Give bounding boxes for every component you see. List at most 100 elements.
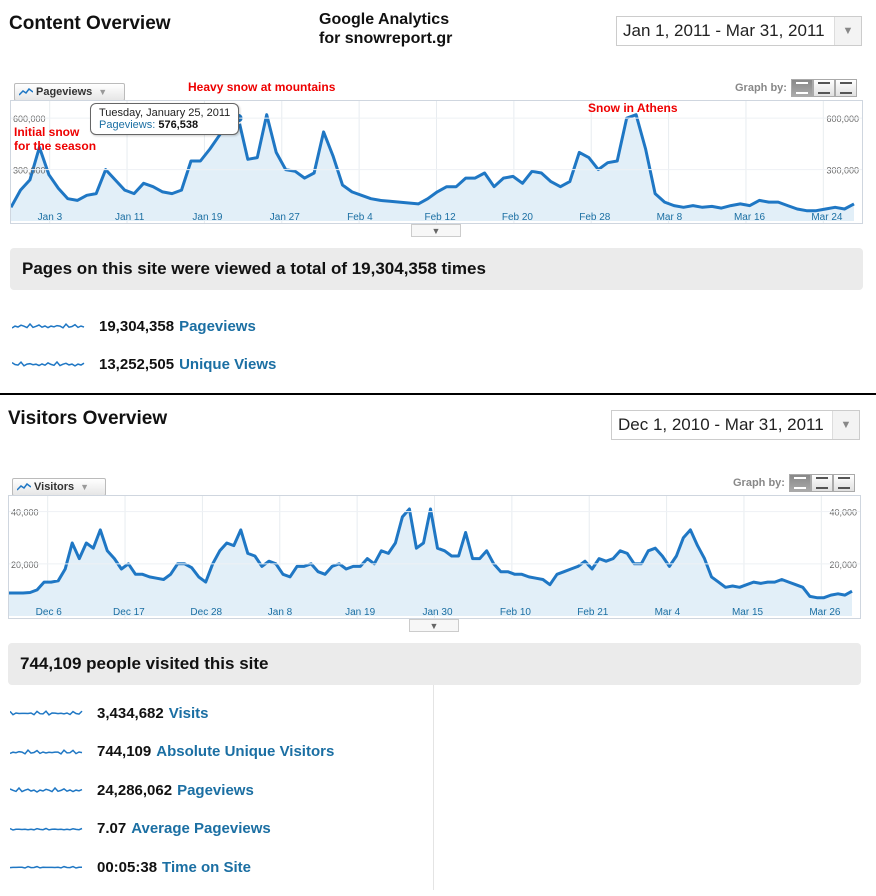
metric-link[interactable]: Pageviews	[179, 317, 256, 335]
sparkline-path	[12, 360, 85, 367]
annotation-initial-line1: Initial snow	[14, 125, 80, 139]
series-line	[9, 507, 853, 600]
x-tick-label: Feb 28	[579, 212, 611, 223]
sparkline-icon[interactable]	[10, 860, 83, 874]
annotation-snow-athens: Snow in Athens	[588, 101, 678, 115]
metric-row: 744,109 Absolute Unique Visitors	[10, 733, 334, 772]
metric-link[interactable]: Visits	[168, 704, 209, 722]
chevron-down-icon[interactable]: ▼	[834, 17, 861, 45]
x-tick-label: Mar 15	[732, 607, 764, 618]
x-tick-label: Feb 12	[425, 212, 457, 223]
ga-header-line2: for snowreport.gr	[319, 30, 453, 47]
visitors-date-range[interactable]: Dec 1, 2010 - Mar 31, 2011 ▼	[611, 410, 860, 440]
sparkline-icon[interactable]	[10, 745, 83, 759]
graph-by-day-button[interactable]	[789, 474, 811, 492]
metric-row: 3,434,682 Visits	[10, 694, 334, 733]
y-tick-label-left: 300,000	[13, 166, 46, 176]
x-tick-label: Dec 6	[36, 607, 63, 618]
x-tick-label: Jan 3	[38, 212, 63, 223]
graph-by-buttons	[789, 474, 855, 492]
chart-resize-handle[interactable]: ▼	[411, 224, 461, 237]
sparkline-path	[10, 710, 83, 717]
metric-value: 00:05:38	[97, 858, 158, 876]
sparkline-icon[interactable]	[10, 783, 83, 797]
y-tick-label-right: 600,000	[826, 114, 859, 124]
metric-row: 19,304,358 Pageviews	[12, 307, 276, 345]
graph-by-label: Graph by:	[735, 82, 787, 94]
metric-value: 7.07	[97, 820, 127, 838]
y-tick-label-right: 20,000	[829, 560, 857, 570]
visitors-metric-selector[interactable]: Visitors ▼	[12, 478, 106, 496]
metric-value: 3,434,682	[97, 704, 164, 722]
metric-link[interactable]: Pageviews	[177, 781, 254, 799]
sparkline-icon[interactable]	[10, 706, 83, 720]
sparkline-path	[12, 322, 85, 329]
sparkline-icon	[19, 88, 33, 96]
x-tick-label: Jan 8	[268, 607, 293, 618]
sparkline-path	[10, 827, 83, 831]
month-icon	[838, 477, 850, 489]
graph-by-month-button[interactable]	[833, 474, 855, 492]
content-summary: Pages on this site were viewed a total o…	[10, 248, 863, 290]
x-tick-label: Jan 19	[345, 607, 375, 618]
metric-link[interactable]: Time on Site	[162, 858, 251, 876]
annotation-initial-line2: for the season	[14, 139, 97, 153]
ga-header: Google Analytics for snowreport.gr	[319, 10, 452, 48]
x-tick-label: Feb 10	[500, 607, 532, 618]
metric-value: 19,304,358	[99, 317, 175, 335]
y-tick-label-right: 300,000	[826, 166, 859, 176]
metric-link[interactable]: Average Pageviews	[131, 820, 271, 838]
pageviews-metric-selector[interactable]: Pageviews ▼	[14, 83, 125, 101]
metric-row: 00:05:38 Time on Site	[10, 848, 334, 887]
x-tick-label: Mar 4	[655, 607, 681, 618]
metric-link[interactable]: Unique Views	[179, 355, 277, 373]
x-tick-label: Dec 17	[113, 607, 145, 618]
graph-by-week-button[interactable]	[811, 474, 833, 492]
content-overview-title: Content Overview	[9, 13, 171, 34]
chart-tooltip: Tuesday, January 25, 2011 Pageviews: 576…	[90, 103, 240, 135]
week-icon	[816, 477, 828, 489]
x-tick-label: Mar 16	[734, 212, 766, 223]
x-tick-label: Feb 21	[577, 607, 609, 618]
x-tick-label: Mar 26	[809, 607, 841, 618]
sparkline-path	[10, 866, 82, 870]
graph-by-month-button[interactable]	[835, 79, 857, 97]
sparkline-icon[interactable]	[12, 319, 85, 333]
metric-link[interactable]: Absolute Unique Visitors	[156, 743, 335, 761]
day-icon	[796, 82, 808, 94]
x-tick-label: Feb 4	[347, 212, 373, 223]
day-icon	[794, 477, 806, 489]
sparkline-icon[interactable]	[10, 822, 83, 836]
graph-by-label: Graph by:	[733, 477, 785, 489]
visitors-chart-frame: Dec 6 Dec 17 Dec 28 Jan 8 Jan 19 Jan 30 Feb 10…	[8, 495, 861, 619]
week-icon	[818, 82, 830, 94]
tooltip-value: 576,538	[158, 119, 199, 131]
graph-by-buttons	[791, 79, 857, 97]
visitors-chart: Dec 6 Dec 17 Dec 28 Jan 8 Jan 19 Jan 30 Feb 10…	[9, 496, 860, 618]
visitors-date-range-label: Dec 1, 2010 - Mar 31, 2011	[618, 415, 824, 434]
metric-row: 13,252,505 Unique Views	[12, 345, 276, 383]
visitors-summary: 744,109 people visited this site	[8, 643, 861, 685]
content-date-range[interactable]: Jan 1, 2011 - Mar 31, 2011 ▼	[616, 16, 862, 46]
graph-by-day-button[interactable]	[791, 79, 813, 97]
visitors-metrics-list: 3,434,682 Visits 744,109 Absolute Unique…	[10, 694, 334, 887]
annotation-heavy-snow: Heavy snow at mountains	[188, 80, 336, 94]
sparkline-icon[interactable]	[12, 357, 85, 371]
visitors-overview-title: Visitors Overview	[8, 408, 168, 429]
caret-down-icon: ▼	[80, 482, 90, 492]
metric-selector-label: Visitors	[34, 481, 75, 493]
month-icon	[840, 82, 852, 94]
graph-by-week-button[interactable]	[813, 79, 835, 97]
sparkline-path	[10, 787, 83, 794]
content-metrics-list: 19,304,358 Pageviews 13,252,505 Unique V…	[12, 307, 276, 383]
chevron-down-icon[interactable]: ▼	[832, 411, 859, 439]
annotation-initial-snow: Initial snow for the season	[14, 125, 96, 153]
metric-row: 7.07 Average Pageviews	[10, 810, 334, 849]
sparkline-path	[10, 748, 83, 755]
chart-resize-handle[interactable]: ▼	[409, 619, 459, 632]
metric-selector-label: Pageviews	[36, 86, 93, 98]
caret-down-icon: ▼	[98, 87, 108, 97]
y-tick-label-right: 40,000	[829, 508, 857, 518]
x-tick-label: Mar 8	[657, 212, 683, 223]
tooltip-metric: Pageviews:	[99, 119, 156, 131]
